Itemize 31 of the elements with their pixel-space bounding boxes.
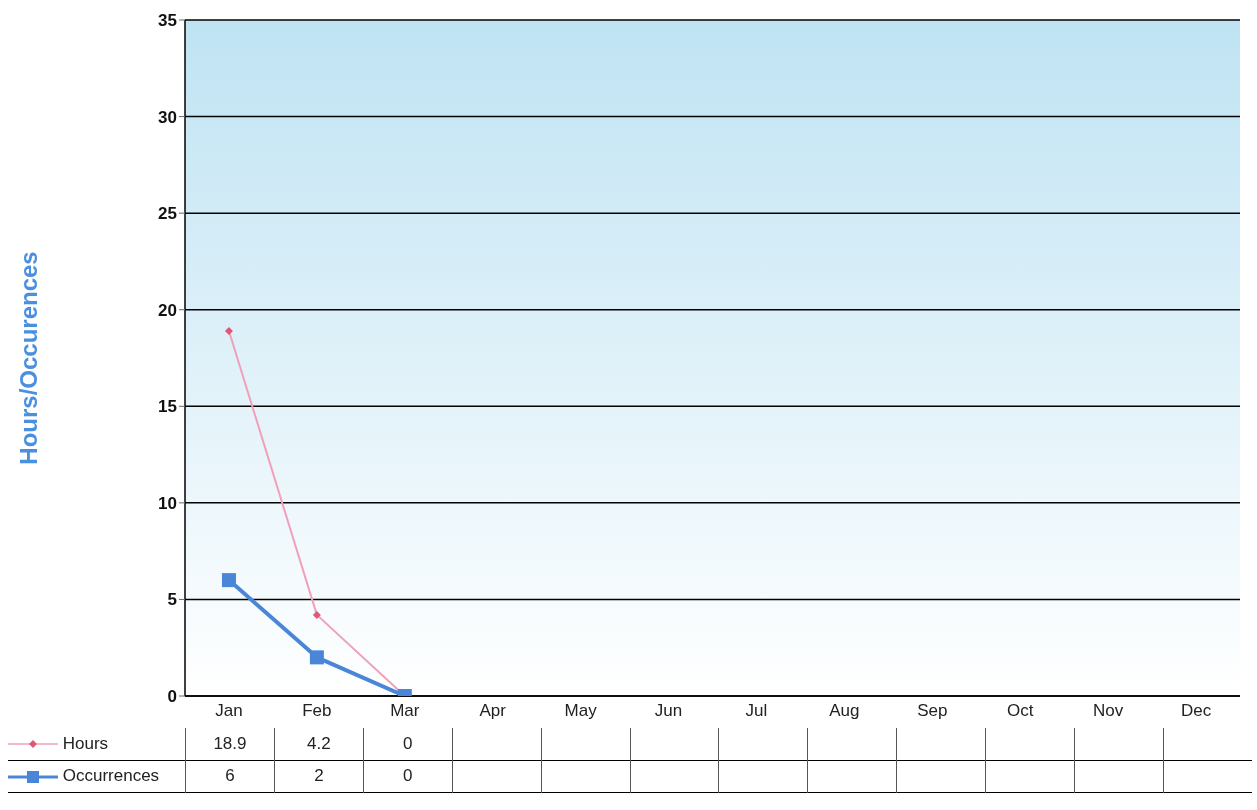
legend-label: Occurrences	[61, 766, 160, 785]
x-tick-label: Oct	[1006, 701, 1034, 721]
x-tick-label: Nov	[1093, 701, 1124, 721]
y-axis-title: Hours/Occurences	[14, 251, 42, 465]
y-tick-label: 10	[158, 493, 177, 513]
x-tick-label: Jul	[745, 701, 768, 721]
x-tick-label: Jan	[215, 701, 243, 721]
data-label: 0	[363, 728, 453, 760]
data-label: 0	[363, 760, 453, 792]
x-tick-label: Apr	[479, 701, 507, 721]
y-tick-label: 15	[158, 397, 177, 417]
legend-label: Hours	[61, 733, 109, 753]
x-tick-label: Dec	[1180, 701, 1212, 721]
data-label: 4.2	[274, 728, 364, 760]
y-tick-label: 30	[158, 107, 177, 127]
x-tick-label: Aug	[829, 701, 860, 721]
point	[221, 573, 236, 588]
y-tick-label: 0	[167, 687, 177, 707]
x-tick-label: Mar	[390, 701, 420, 721]
y-tick-label: 35	[158, 11, 177, 31]
x-tick-label: Sep	[917, 701, 948, 721]
y-tick-label: 20	[158, 300, 177, 320]
point	[309, 650, 324, 665]
data-label: 6	[185, 760, 275, 792]
x-tick-label: Feb	[302, 701, 332, 721]
data-label: 2	[274, 760, 364, 792]
y-tick-label: 25	[158, 204, 177, 224]
x-tick-label: May	[564, 701, 598, 721]
y-tick-label: 5	[167, 590, 177, 610]
data-label: 18.9	[185, 728, 275, 760]
x-tick-label: Jun	[654, 701, 683, 721]
